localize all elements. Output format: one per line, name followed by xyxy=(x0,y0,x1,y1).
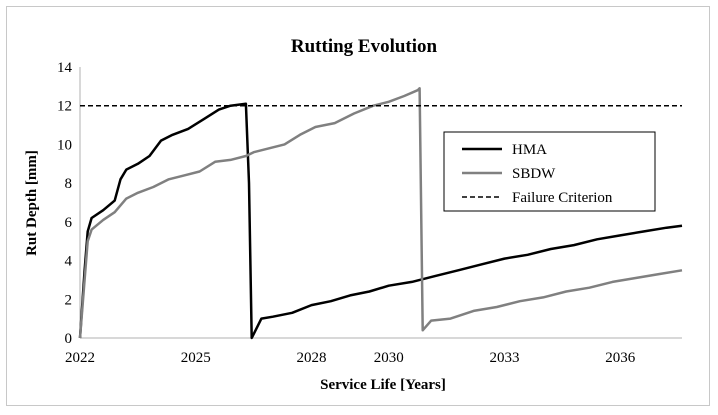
y-tick-label: 0 xyxy=(65,331,73,347)
y-tick-label: 6 xyxy=(65,215,73,231)
legend-label-sbdw: SBDW xyxy=(512,166,556,182)
y-tick-label: 12 xyxy=(57,99,72,115)
y-axis-label: Rut Depth [mm] xyxy=(24,150,40,256)
legend: HMA SBDW Failure Criterion xyxy=(443,131,656,212)
y-tick-label: 2 xyxy=(65,292,73,308)
x-tick-labels: 2022 2025 2028 2030 2033 2036 xyxy=(65,350,636,366)
chart-title: Rutting Evolution xyxy=(291,36,438,57)
series-line-hma xyxy=(78,102,683,340)
y-tick-label: 10 xyxy=(57,137,72,153)
y-tick-label: 4 xyxy=(65,254,73,270)
legend-label-failure: Failure Criterion xyxy=(512,190,613,206)
x-tick-label: 2022 xyxy=(65,350,95,366)
series-layer xyxy=(78,87,683,340)
x-tick-label: 2033 xyxy=(489,350,519,366)
x-tick-label: 2028 xyxy=(297,350,327,366)
y-tick-label: 14 xyxy=(57,60,73,76)
x-tick-label: 2025 xyxy=(181,350,211,366)
plot-area: 0 2 4 6 8 10 12 14 2022 2025 2028 2030 2033 2036 xyxy=(57,60,683,366)
y-tick-label: 8 xyxy=(65,176,73,192)
x-tick-label: 2030 xyxy=(374,350,404,366)
series-line-sbdw xyxy=(78,87,683,339)
y-tick-labels: 0 2 4 6 8 10 12 14 xyxy=(57,60,73,347)
x-tick-label: 2036 xyxy=(605,350,636,366)
legend-box xyxy=(443,131,656,212)
x-axis-label: Service Life [Years] xyxy=(320,377,446,393)
legend-label-hma: HMA xyxy=(512,142,547,158)
